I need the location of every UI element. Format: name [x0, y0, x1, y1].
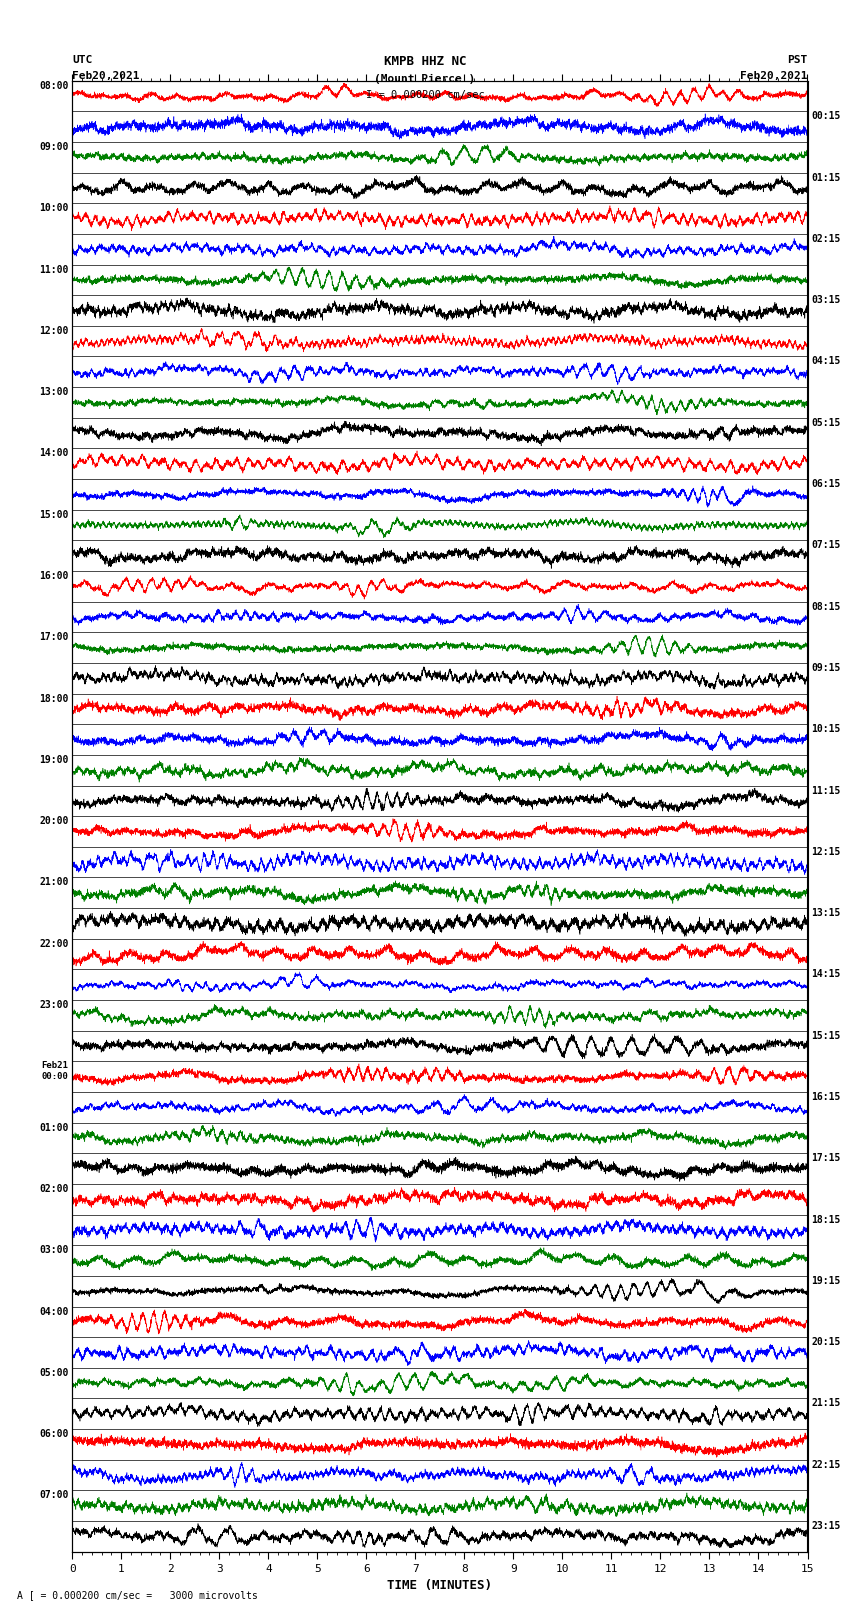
- Text: 03:00: 03:00: [39, 1245, 69, 1255]
- Text: 01:00: 01:00: [39, 1123, 69, 1132]
- Text: 23:15: 23:15: [811, 1521, 841, 1531]
- Text: 19:00: 19:00: [39, 755, 69, 765]
- Text: 08:15: 08:15: [811, 602, 841, 611]
- Text: 20:00: 20:00: [39, 816, 69, 826]
- Text: 15:00: 15:00: [39, 510, 69, 519]
- Text: 13:00: 13:00: [39, 387, 69, 397]
- Text: 18:00: 18:00: [39, 694, 69, 703]
- Text: Feb21
00:00: Feb21 00:00: [42, 1061, 69, 1081]
- Text: 16:00: 16:00: [39, 571, 69, 581]
- Text: 23:00: 23:00: [39, 1000, 69, 1010]
- Text: 21:15: 21:15: [811, 1398, 841, 1408]
- Text: 14:15: 14:15: [811, 969, 841, 979]
- Text: A [ = 0.000200 cm/sec =   3000 microvolts: A [ = 0.000200 cm/sec = 3000 microvolts: [17, 1590, 258, 1600]
- Text: I = 0.000200 cm/sec: I = 0.000200 cm/sec: [366, 90, 484, 100]
- Text: 18:15: 18:15: [811, 1215, 841, 1224]
- Text: 13:15: 13:15: [811, 908, 841, 918]
- Text: 10:15: 10:15: [811, 724, 841, 734]
- Text: 12:00: 12:00: [39, 326, 69, 336]
- Text: 06:00: 06:00: [39, 1429, 69, 1439]
- Text: Feb20,2021: Feb20,2021: [72, 71, 139, 81]
- Text: 09:15: 09:15: [811, 663, 841, 673]
- Text: 04:15: 04:15: [811, 356, 841, 366]
- Text: 15:15: 15:15: [811, 1031, 841, 1040]
- Text: 12:15: 12:15: [811, 847, 841, 857]
- Text: 07:00: 07:00: [39, 1490, 69, 1500]
- Text: 21:00: 21:00: [39, 877, 69, 887]
- Text: 19:15: 19:15: [811, 1276, 841, 1286]
- Text: 06:15: 06:15: [811, 479, 841, 489]
- Text: 22:15: 22:15: [811, 1460, 841, 1469]
- Text: KMPB HHZ NC: KMPB HHZ NC: [383, 55, 467, 68]
- Text: 16:15: 16:15: [811, 1092, 841, 1102]
- Text: 20:15: 20:15: [811, 1337, 841, 1347]
- X-axis label: TIME (MINUTES): TIME (MINUTES): [388, 1579, 492, 1592]
- Text: Feb20,2021: Feb20,2021: [740, 71, 808, 81]
- Text: 17:00: 17:00: [39, 632, 69, 642]
- Text: 00:15: 00:15: [811, 111, 841, 121]
- Text: 22:00: 22:00: [39, 939, 69, 948]
- Text: UTC: UTC: [72, 55, 93, 65]
- Text: 14:00: 14:00: [39, 448, 69, 458]
- Text: (Mount Pierce ): (Mount Pierce ): [374, 74, 476, 84]
- Text: 07:15: 07:15: [811, 540, 841, 550]
- Text: 17:15: 17:15: [811, 1153, 841, 1163]
- Text: 02:00: 02:00: [39, 1184, 69, 1194]
- Text: 11:15: 11:15: [811, 786, 841, 795]
- Text: 10:00: 10:00: [39, 203, 69, 213]
- Text: 05:00: 05:00: [39, 1368, 69, 1378]
- Text: 02:15: 02:15: [811, 234, 841, 244]
- Text: 03:15: 03:15: [811, 295, 841, 305]
- Text: 04:00: 04:00: [39, 1307, 69, 1316]
- Text: 09:00: 09:00: [39, 142, 69, 152]
- Text: 08:00: 08:00: [39, 81, 69, 90]
- Text: PST: PST: [787, 55, 808, 65]
- Text: 05:15: 05:15: [811, 418, 841, 427]
- Text: 01:15: 01:15: [811, 173, 841, 182]
- Text: 11:00: 11:00: [39, 265, 69, 274]
